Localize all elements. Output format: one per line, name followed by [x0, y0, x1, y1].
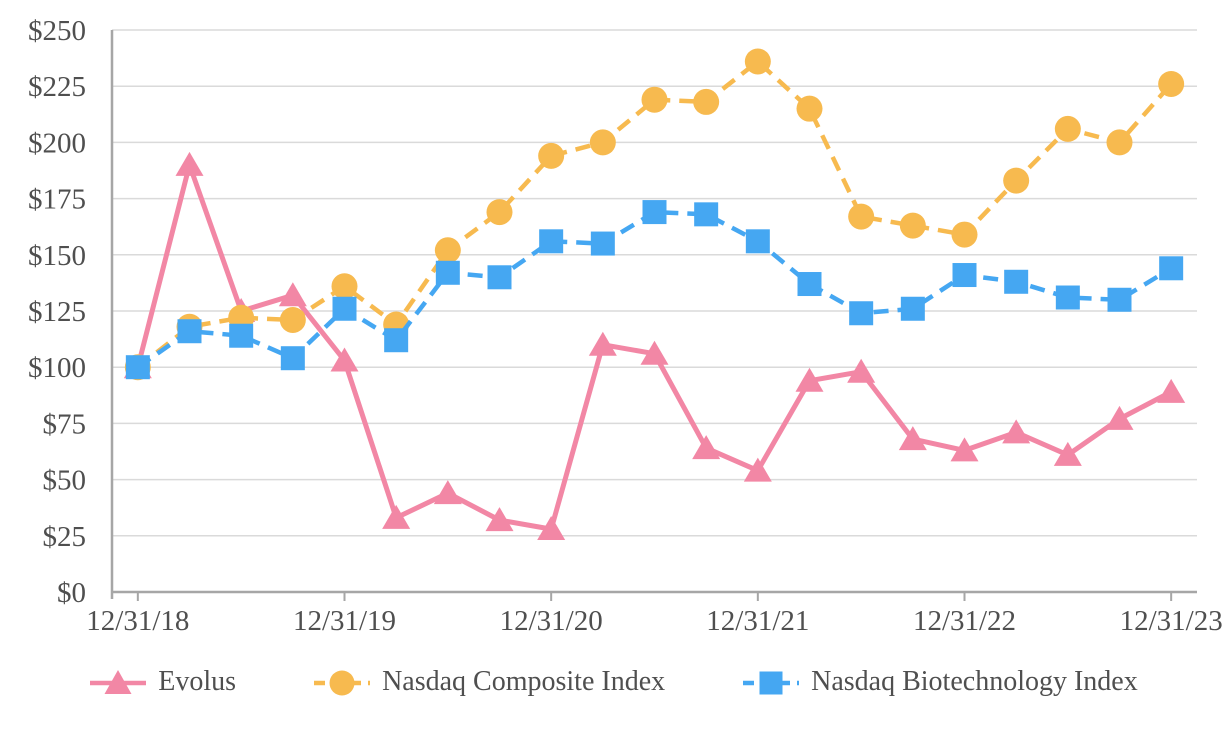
- nasdaq-biotech-marker: [900, 296, 925, 321]
- y-axis-tick-label: $100: [28, 352, 86, 384]
- evolus-marker: [1105, 405, 1134, 430]
- nasdaq-biotech-marker: [590, 231, 615, 256]
- nasdaq-biotech-series-line: [136, 209, 1173, 370]
- y-axis-tick-label: $175: [28, 184, 86, 216]
- x-axis-tick-label: 12/31/22: [913, 605, 1016, 637]
- nasdaq-biotech-marker: [435, 260, 460, 285]
- legend-item-nasdaq-biotech: Nasdaq Biotechnology Index: [741, 666, 1138, 698]
- evolus-legend-marker: [104, 670, 132, 694]
- nasdaq-biotech-marker: [745, 229, 770, 254]
- evolus-marker: [278, 282, 307, 307]
- x-axis-tick-label: 12/31/21: [706, 605, 809, 637]
- x-axis-tick-label: 12/31/18: [86, 605, 189, 637]
- nasdaq-composite-marker: [538, 142, 565, 169]
- nasdaq-composite-marker: [1003, 167, 1030, 194]
- nasdaq-biotech-marker: [1159, 256, 1184, 281]
- nasdaq-biotech-marker: [539, 229, 564, 254]
- nasdaq-composite-legend-marker: [329, 670, 355, 696]
- nasdaq-biotech-marker: [849, 301, 874, 326]
- evolus-marker: [485, 507, 514, 532]
- legend-item-evolus: Evolus: [88, 666, 236, 698]
- y-axis-tick-label: $75: [43, 408, 87, 440]
- evolus-marker: [795, 367, 824, 392]
- nasdaq-composite-marker: [486, 199, 513, 226]
- y-axis-tick-label: $200: [28, 127, 86, 159]
- y-axis-tick-label: $225: [28, 71, 86, 103]
- y-axis-tick-label: $25: [43, 521, 87, 553]
- nasdaq-composite-marker: [589, 129, 616, 156]
- y-axis-tick-label: $250: [28, 15, 86, 47]
- evolus-marker: [175, 151, 204, 176]
- evolus-marker: [382, 504, 411, 529]
- nasdaq-biotech-marker: [694, 202, 719, 227]
- nasdaq-biotech-marker: [1055, 285, 1080, 310]
- nasdaq-biotech-marker: [332, 296, 357, 321]
- nasdaq-biotech-marker: [384, 328, 409, 353]
- nasdaq-biotech-marker: [797, 272, 822, 297]
- nasdaq-composite-marker: [279, 306, 306, 333]
- evolus-marker: [640, 340, 669, 365]
- evolus-marker: [692, 435, 721, 460]
- legend-label-nasdaq-biotech: Nasdaq Biotechnology Index: [811, 666, 1138, 697]
- y-axis-tick-label: $0: [57, 577, 86, 609]
- nasdaq-composite-marker: [641, 86, 668, 113]
- nasdaq-composite-marker: [796, 95, 823, 122]
- nasdaq-biotech-marker: [280, 346, 305, 371]
- nasdaq-composite-marker: [951, 221, 978, 248]
- evolus-marker: [433, 480, 462, 505]
- nasdaq-composite-series-line: [136, 59, 1173, 369]
- nasdaq-biotech-marker: [125, 355, 150, 380]
- nasdaq-biotech-square-marker-icon: [743, 671, 800, 695]
- y-axis-tick-label: $50: [43, 465, 87, 497]
- nasdaq-composite-marker: [1158, 70, 1185, 97]
- nasdaq-composite-marker: [331, 273, 358, 300]
- performance-line-chart: $0 $25 $50 $75 $100 $125 $150 $175 $200 $225 $250 1…: [28, 15, 1223, 637]
- nasdaq-composite-marker: [434, 237, 461, 264]
- nasdaq-biotech-legend-marker: [759, 671, 783, 695]
- evolus-marker: [950, 437, 979, 462]
- nasdaq-composite-marker: [899, 212, 926, 239]
- x-axis-tick-label: 12/31/23: [1120, 605, 1223, 637]
- evolus-marker: [847, 358, 876, 383]
- evolus-marker: [588, 331, 617, 356]
- evolus-marker: [1053, 441, 1082, 466]
- nasdaq-composite-circle-marker-icon: [314, 670, 371, 696]
- nasdaq-biotech-marker: [229, 323, 254, 348]
- evolus-marker: [537, 516, 566, 541]
- evolus-marker: [330, 347, 359, 372]
- evolus-marker: [1157, 378, 1186, 403]
- nasdaq-composite-marker: [693, 88, 720, 115]
- legend-label-nasdaq-composite: Nasdaq Composite Index: [382, 666, 666, 697]
- legend-label-evolus: Evolus: [158, 666, 237, 697]
- nasdaq-composite-marker: [1054, 115, 1081, 142]
- legend-item-nasdaq-composite: Nasdaq Composite Index: [312, 666, 665, 698]
- evolus-marker: [743, 457, 772, 482]
- nasdaq-biotech-marker: [642, 200, 667, 225]
- nasdaq-composite-marker: [1106, 129, 1133, 156]
- evolus-triangle-marker-icon: [90, 670, 147, 694]
- nasdaq-composite-marker: [744, 48, 771, 75]
- x-axis-tick-label: 12/31/20: [500, 605, 603, 637]
- nasdaq-biotech-marker: [487, 265, 512, 290]
- nasdaq-biotech-marker: [952, 263, 977, 288]
- x-axis-tick-label: 12/31/19: [293, 605, 396, 637]
- evolus-marker: [898, 426, 927, 451]
- nasdaq-biotech-marker: [1107, 287, 1132, 312]
- nasdaq-biotech-marker: [1004, 269, 1029, 294]
- evolus-marker: [1002, 419, 1031, 444]
- nasdaq-biotech-marker: [177, 319, 202, 344]
- chart-legend: Evolus Nasdaq Composite Index Nasdaq Bio…: [0, 666, 1226, 698]
- y-axis-tick-label: $125: [28, 296, 86, 328]
- y-axis-tick-label: $150: [28, 240, 86, 272]
- nasdaq-composite-marker: [848, 203, 875, 230]
